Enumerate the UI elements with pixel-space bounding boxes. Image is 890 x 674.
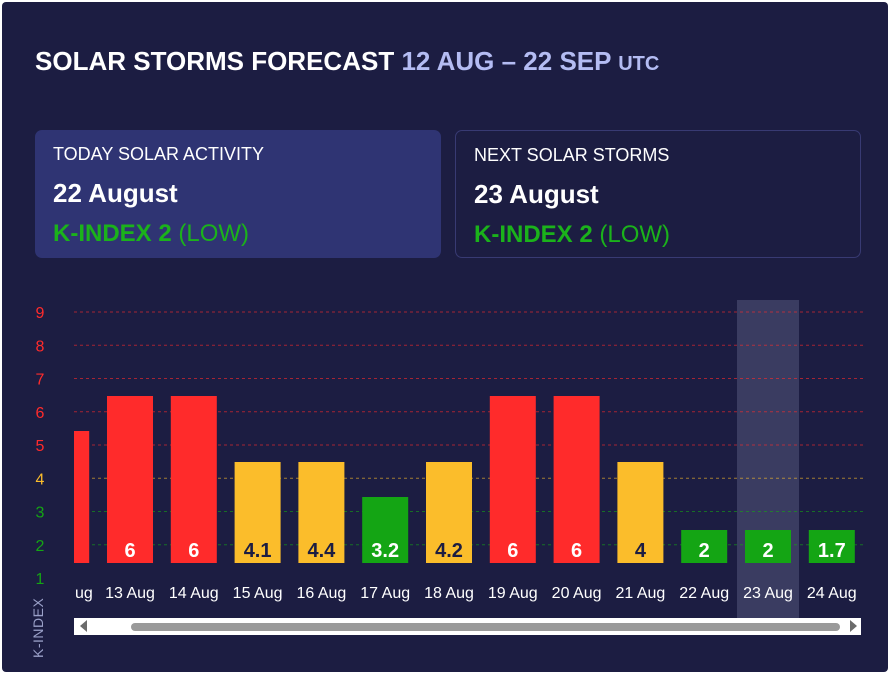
- y-tick-label-5: 5: [36, 438, 45, 455]
- bar-value-label: 2: [762, 540, 773, 562]
- bar-value-label: 4.1: [244, 540, 272, 562]
- today-activity-card: TODAY SOLAR ACTIVITY 22 August K-INDEX 2…: [35, 130, 441, 258]
- y-tick-label-3: 3: [36, 505, 45, 522]
- x-tick-label-partial: ug: [75, 585, 93, 602]
- y-tick-label-7: 7: [36, 372, 45, 389]
- next-label: NEXT SOLAR STORMS: [474, 145, 670, 165]
- today-date: 22 August: [53, 178, 178, 208]
- next-kindex: K-INDEX 2 (LOW): [474, 221, 670, 249]
- x-tick-label: 18 Aug: [424, 585, 474, 602]
- today-kindex-level: (LOW): [178, 220, 250, 247]
- y-tick-label-1: 1: [36, 571, 45, 588]
- today-kindex: K-INDEX 2 (LOW): [53, 220, 249, 248]
- x-tick-label: 20 Aug: [552, 585, 602, 602]
- x-tick-label: 21 Aug: [615, 585, 665, 602]
- x-tick-label: 13 Aug: [105, 585, 155, 602]
- y-axis-title: K-INDEX: [30, 597, 46, 658]
- next-kindex-value: K-INDEX 2: [474, 221, 593, 248]
- bar-18-aug: [426, 462, 472, 563]
- scrollbar-thumb[interactable]: [131, 623, 840, 631]
- bar-value-label: 4: [635, 540, 647, 562]
- title-timezone: UTC: [618, 53, 660, 75]
- title-date-range: 12 AUG – 22 SEP: [401, 46, 611, 76]
- bar-24-aug: [808, 530, 855, 563]
- bar-value-label: 4.2: [435, 540, 463, 562]
- bar-value-label: 6: [124, 540, 135, 562]
- y-tick-label-2: 2: [36, 538, 45, 555]
- x-tick-label: 22 Aug: [679, 585, 729, 602]
- next-kindex-level: (LOW): [599, 221, 671, 248]
- title-main: SOLAR STORMS FORECAST: [35, 46, 395, 76]
- bar-15-aug: [234, 462, 281, 563]
- highlight-column: [737, 300, 799, 620]
- scroll-left-arrow-icon[interactable]: [80, 620, 87, 632]
- bar-17-aug: [362, 497, 409, 563]
- bar-23-aug: [745, 530, 791, 563]
- bar-16-aug: [298, 462, 345, 563]
- bar-20-aug: [553, 396, 600, 563]
- y-tick-label-6: 6: [36, 405, 45, 422]
- bar-value-label: 6: [507, 540, 518, 562]
- x-tick-label: 19 Aug: [488, 585, 538, 602]
- bar-value-label: 2: [699, 540, 710, 562]
- y-tick-label-8: 8: [36, 338, 45, 355]
- bar-21-aug: [617, 462, 664, 563]
- x-tick-label: 17 Aug: [360, 585, 410, 602]
- bar-value-label: 3.2: [371, 540, 399, 562]
- x-tick-label: 24 Aug: [807, 585, 857, 602]
- next-date: 23 August: [474, 179, 599, 209]
- y-tick-label-9: 9: [36, 305, 45, 322]
- bar-value-label: 6: [571, 540, 582, 562]
- y-tick-label-4: 4: [36, 471, 45, 488]
- today-kindex-value: K-INDEX 2: [53, 220, 172, 247]
- next-storms-card: NEXT SOLAR STORMS 23 August K-INDEX 2 (L…: [455, 130, 861, 258]
- x-tick-label: 23 Aug: [743, 585, 793, 602]
- x-tick-label: 15 Aug: [233, 585, 283, 602]
- scroll-right-arrow-icon[interactable]: [850, 620, 857, 632]
- bar-partial: [74, 431, 90, 563]
- bar-value-label: 1.7: [818, 540, 846, 562]
- x-tick-label: 14 Aug: [169, 585, 219, 602]
- x-tick-label: 16 Aug: [296, 585, 346, 602]
- bar-13-aug: [107, 396, 153, 563]
- today-label: TODAY SOLAR ACTIVITY: [53, 144, 265, 164]
- bar-value-label: 6: [188, 540, 199, 562]
- bar-14-aug: [170, 396, 217, 563]
- bar-value-label: 4.4: [307, 540, 336, 562]
- bar-22-aug: [681, 530, 728, 563]
- bar-19-aug: [489, 396, 536, 563]
- page-title: SOLAR STORMS FORECAST 12 AUG – 22 SEP UT…: [35, 46, 659, 77]
